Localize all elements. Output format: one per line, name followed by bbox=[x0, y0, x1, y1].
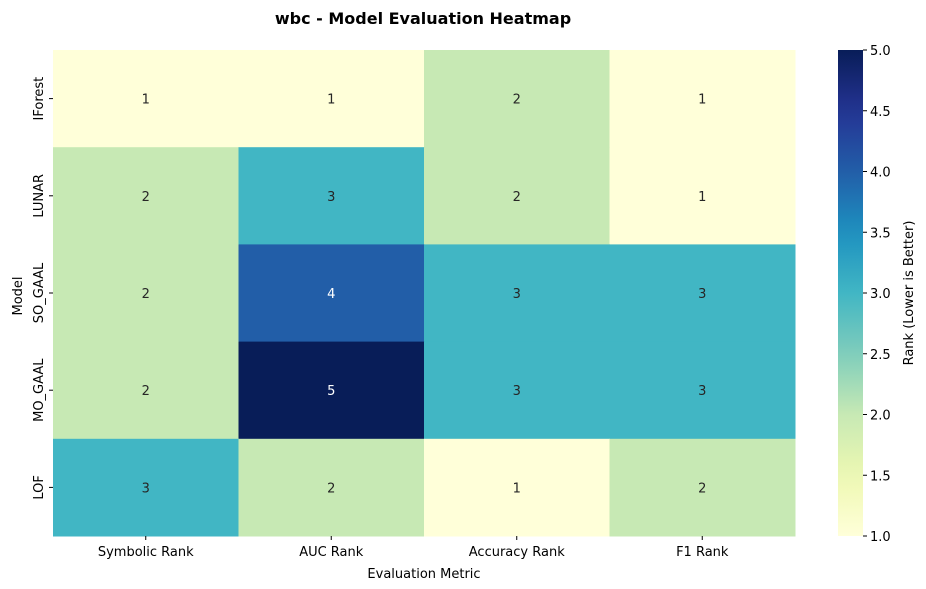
heatmap-cell bbox=[609, 438, 796, 537]
heatmap-cell bbox=[53, 438, 239, 537]
colorbar-tick-label: 3.5 bbox=[870, 226, 891, 241]
heatmap-cell bbox=[238, 244, 425, 343]
heatmap-cell bbox=[609, 147, 796, 245]
colorbar-label: Rank (Lower is Better) bbox=[902, 221, 917, 366]
heatmap-cell bbox=[53, 244, 239, 343]
cell-value-label: 5 bbox=[327, 384, 335, 399]
heatmap-cell bbox=[238, 341, 425, 440]
y-tick-label: LUNAR bbox=[32, 174, 47, 218]
cell-value-label: 1 bbox=[698, 93, 706, 108]
cell-value-label: 3 bbox=[142, 481, 150, 496]
colorbar-tick-label: 2.5 bbox=[870, 348, 891, 363]
heatmap-cell bbox=[609, 341, 796, 440]
heatmap-cell bbox=[53, 50, 239, 148]
x-axis-ticks: Symbolic Rank AUC Rank Accuracy Rank F1 Ran… bbox=[98, 536, 729, 560]
colorbar: 1.0 1.5 2.0 2.5 3.0 3.5 4.0 4.5 5.0 bbox=[838, 44, 891, 545]
y-tick-label: SO_GAAL bbox=[32, 262, 47, 323]
cell-value-label: 2 bbox=[513, 93, 521, 108]
colorbar-tick-label: 1.5 bbox=[870, 469, 891, 484]
cell-value-label: 2 bbox=[327, 481, 335, 496]
cell-value-label: 1 bbox=[698, 190, 706, 205]
y-axis-label: Model bbox=[11, 276, 26, 315]
heatmap-cell bbox=[238, 438, 425, 537]
heatmap-cell-labels: 1 1 2 1 2 3 2 1 2 4 3 3 2 5 3 3 3 2 1 2 bbox=[142, 93, 707, 497]
cell-value-label: 1 bbox=[513, 481, 521, 496]
y-tick-label: IForest bbox=[32, 77, 47, 121]
y-axis-ticks: IForest LUNAR SO_GAAL MO_GAAL LOF bbox=[32, 77, 53, 500]
x-tick-label: AUC Rank bbox=[299, 545, 364, 560]
heatmap-cell bbox=[238, 147, 425, 245]
heatmap-cell bbox=[238, 50, 425, 148]
heatmap-cell bbox=[424, 147, 610, 245]
cell-value-label: 4 bbox=[327, 287, 335, 302]
x-axis-label: Evaluation Metric bbox=[367, 567, 480, 582]
cell-value-label: 2 bbox=[698, 481, 706, 496]
cell-value-label: 3 bbox=[327, 190, 335, 205]
heatmap-cells bbox=[53, 50, 796, 537]
heatmap-cell bbox=[53, 341, 239, 440]
x-tick-label: F1 Rank bbox=[676, 545, 729, 560]
heatmap-cell bbox=[424, 50, 610, 148]
cell-value-label: 2 bbox=[513, 190, 521, 205]
heatmap-cell bbox=[424, 438, 610, 537]
y-tick-label: LOF bbox=[32, 475, 47, 500]
chart-title: wbc - Model Evaluation Heatmap bbox=[275, 9, 571, 28]
colorbar-bar bbox=[838, 50, 863, 536]
heatmap-cell bbox=[609, 50, 796, 148]
cell-value-label: 3 bbox=[513, 384, 521, 399]
y-tick-label: MO_GAAL bbox=[32, 358, 47, 422]
colorbar-tick-label: 5.0 bbox=[870, 44, 891, 59]
colorbar-tick-label: 4.0 bbox=[870, 166, 891, 181]
x-tick-label: Symbolic Rank bbox=[98, 545, 194, 560]
colorbar-tick-label: 2.0 bbox=[870, 409, 891, 424]
heatmap-cell bbox=[609, 244, 796, 343]
colorbar-tick-label: 1.0 bbox=[870, 530, 891, 545]
heatmap-cell bbox=[424, 341, 610, 440]
cell-value-label: 2 bbox=[142, 287, 150, 302]
cell-value-label: 3 bbox=[698, 384, 706, 399]
x-tick-label: Accuracy Rank bbox=[469, 545, 565, 560]
cell-value-label: 1 bbox=[142, 93, 150, 108]
colorbar-tick-label: 3.0 bbox=[870, 287, 891, 302]
cell-value-label: 2 bbox=[142, 384, 150, 399]
cell-value-label: 3 bbox=[513, 287, 521, 302]
heatmap-cell bbox=[424, 244, 610, 343]
heatmap-cell bbox=[53, 147, 239, 245]
cell-value-label: 3 bbox=[698, 287, 706, 302]
cell-value-label: 1 bbox=[327, 93, 335, 108]
colorbar-tick-label: 4.5 bbox=[870, 105, 891, 120]
cell-value-label: 2 bbox=[142, 190, 150, 205]
